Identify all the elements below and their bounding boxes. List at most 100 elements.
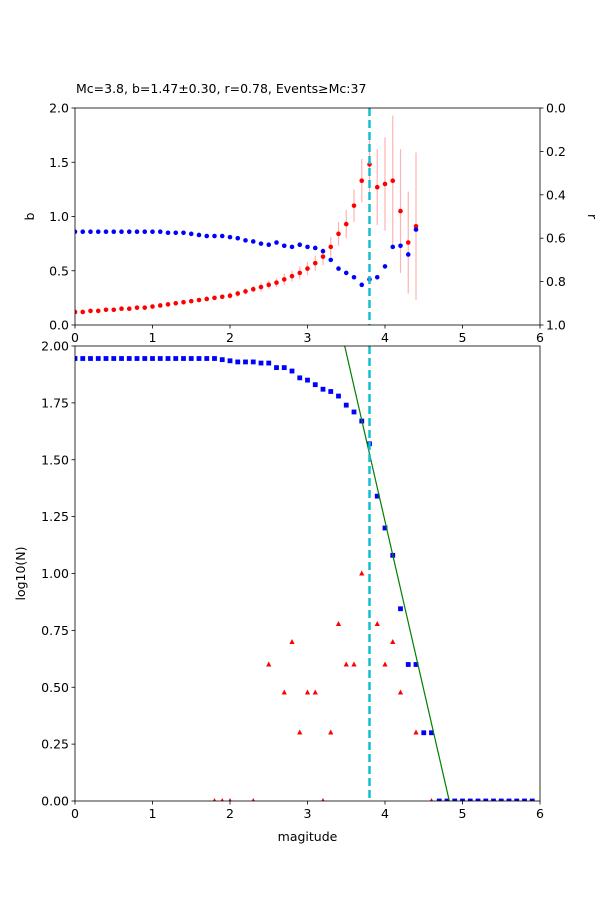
b-value-point xyxy=(111,307,117,313)
cumulative-point xyxy=(312,382,318,388)
r-value-point xyxy=(320,248,326,254)
b-value-point xyxy=(235,291,241,296)
cumulative-point xyxy=(514,798,520,801)
r-value-point xyxy=(312,245,318,251)
y-tick-label: 0.0 xyxy=(49,318,69,333)
x-tick-label: 6 xyxy=(536,330,544,345)
r-value-point xyxy=(359,282,365,288)
b-value-point xyxy=(343,221,349,227)
r-value-point xyxy=(289,244,295,250)
noncumulative-point xyxy=(228,798,232,801)
r-value-point xyxy=(142,229,148,234)
r-value-point xyxy=(95,229,101,234)
cumulative-point xyxy=(328,389,334,394)
b-value-point xyxy=(95,308,101,314)
b-value-point xyxy=(312,260,318,266)
cumulative-point xyxy=(281,365,287,371)
cumulative-point xyxy=(250,359,256,365)
r-value-point xyxy=(212,233,217,239)
x-axis-label: magitude xyxy=(278,829,338,844)
cumulative-point xyxy=(483,798,489,801)
cumulative-point xyxy=(491,798,496,801)
cumulative-point xyxy=(289,368,295,374)
r-value-point xyxy=(266,242,272,248)
cumulative-point xyxy=(75,356,78,361)
noncumulative-point xyxy=(281,689,287,695)
b-value-point xyxy=(398,208,403,214)
b-value-point xyxy=(305,266,310,271)
cumulative-point xyxy=(165,356,171,361)
noncumulative-point xyxy=(429,798,434,801)
y-tick-label: 1.5 xyxy=(49,155,69,170)
noncumulative-point xyxy=(304,689,311,695)
noncumulative-point xyxy=(382,661,388,667)
cumulative-point xyxy=(95,356,101,361)
y-tick-label: 1.00 xyxy=(41,566,69,581)
cumulative-point xyxy=(103,356,109,361)
b-value-point xyxy=(157,303,163,308)
cumulative-point xyxy=(80,356,86,361)
x-tick-label: 6 xyxy=(536,806,544,821)
r-value-point xyxy=(219,233,225,239)
cumulative-point xyxy=(188,356,194,361)
cumulative-point xyxy=(196,356,202,361)
b-value-point xyxy=(274,280,279,285)
y-tick-label: 1.50 xyxy=(41,452,69,467)
noncumulative-point xyxy=(312,689,318,695)
cumulative-point xyxy=(235,359,241,365)
r-value-point xyxy=(111,229,117,234)
r-value-point xyxy=(343,270,349,276)
cumulative-point xyxy=(126,356,132,361)
cumulative-point xyxy=(343,402,349,408)
y-tick-label: 0.00 xyxy=(41,794,69,809)
r-value-point xyxy=(165,230,171,236)
cumulative-point xyxy=(382,525,388,531)
r-value-point xyxy=(134,229,140,234)
cumulative-point xyxy=(111,356,117,361)
noncumulative-point xyxy=(359,570,365,576)
b-value-point xyxy=(103,307,109,313)
r-value-point xyxy=(243,238,248,243)
r-value-point xyxy=(80,229,86,234)
r-value-point xyxy=(328,257,334,263)
x-tick-label: 4 xyxy=(381,806,389,821)
b-value-point xyxy=(266,282,272,288)
y2-tick-label: 1.0 xyxy=(546,318,566,333)
r-value-point xyxy=(181,230,186,236)
b-value-point xyxy=(119,306,124,312)
r-value-point xyxy=(75,229,78,234)
y-tick-label: 0.25 xyxy=(41,737,69,752)
y2-tick-label: 0.2 xyxy=(546,144,566,159)
y-tick-label: 1.75 xyxy=(41,395,69,410)
cumulative-point xyxy=(119,356,124,361)
cumulative-point xyxy=(181,356,186,361)
cumulative-point xyxy=(258,360,264,366)
noncumulative-point xyxy=(343,661,349,667)
fmd-marks xyxy=(75,346,535,801)
noncumulative-point xyxy=(321,798,325,801)
b-value-point xyxy=(165,302,171,307)
r-value-point xyxy=(88,229,93,234)
r-value-point xyxy=(281,243,287,249)
y2-tick-label: 0.8 xyxy=(546,274,566,289)
cumulative-point xyxy=(134,356,140,361)
cumulative-point xyxy=(475,798,481,801)
b-value-point xyxy=(80,309,86,315)
noncumulative-point xyxy=(397,689,404,695)
b-value-axes: 0 1 2 3 4 5 6 0.0 0.5 1.0 1.5 2.0 b 0.0 0.2 0.4 0.6 0.8 1.… xyxy=(22,101,600,346)
r-value-point xyxy=(382,264,388,269)
cumulative-point xyxy=(142,356,148,361)
b-value-point xyxy=(297,270,303,276)
x-tick-label: 4 xyxy=(381,330,389,345)
cumulative-point xyxy=(460,798,465,801)
cumulative-point xyxy=(452,798,458,801)
noncumulative-point xyxy=(212,798,217,801)
cumulative-point xyxy=(204,356,210,361)
cumulative-point xyxy=(522,798,527,801)
cumulative-point xyxy=(421,730,427,736)
r-value-point xyxy=(413,227,419,232)
y-axis-label: b xyxy=(22,212,37,220)
b-value-point xyxy=(75,309,78,315)
cumulative-point xyxy=(88,356,93,361)
